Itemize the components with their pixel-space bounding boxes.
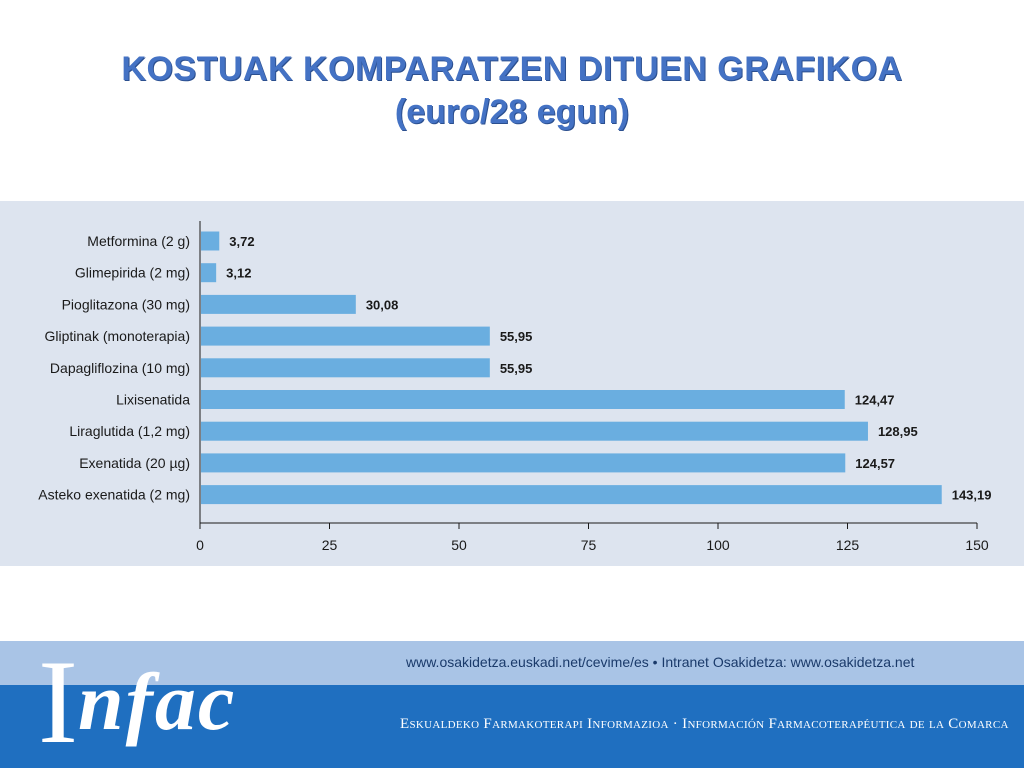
- bar-chart: Metformina (2 g) 3,72 Glimepirida (2 mg) 3,…: [38, 221, 992, 553]
- category-label: Asteko exenatida (2 mg): [38, 487, 190, 503]
- category-label: Lixisenatida: [116, 392, 190, 408]
- title-line-2: (euro/28 egun): [394, 93, 630, 131]
- bar: [201, 294, 356, 314]
- infac-logo: Infac: [38, 642, 338, 762]
- category-label: Metformina (2 g): [87, 233, 190, 249]
- value-label: 128,95: [878, 424, 918, 439]
- x-tick-label: 150: [965, 537, 989, 553]
- bar: [201, 421, 868, 441]
- value-label: 55,95: [500, 329, 533, 344]
- category-label: Gliptinak (monoterapia): [44, 328, 190, 344]
- footer-links[interactable]: www.osakidetza.euskadi.net/cevime/es • I…: [406, 654, 915, 670]
- x-tick-label: 125: [836, 537, 860, 553]
- value-label: 143,19: [952, 488, 992, 503]
- value-label: 30,08: [366, 297, 399, 312]
- x-tick-label: 0: [196, 537, 204, 553]
- value-label: 124,57: [855, 456, 895, 471]
- value-label: 124,47: [855, 393, 895, 408]
- x-tick-label: 25: [322, 537, 338, 553]
- x-tick-label: 50: [451, 537, 467, 553]
- logo-rest: nfac: [77, 656, 237, 747]
- category-label: Dapagliflozina (10 mg): [50, 360, 190, 376]
- page-title: KOSTUAK KOMPARATZEN DITUEN GRAFIKOA (eur…: [0, 48, 1024, 134]
- bar: [201, 326, 490, 346]
- value-label: 55,95: [500, 361, 533, 376]
- bar: [201, 231, 220, 251]
- value-label: 3,72: [229, 234, 254, 249]
- footer-top-band: [0, 641, 1024, 685]
- category-label: Pioglitazona (30 mg): [62, 296, 190, 312]
- x-tick-label: 100: [706, 537, 730, 553]
- chart-panel: Metformina (2 g) 3,72 Glimepirida (2 mg) 3,…: [0, 201, 1024, 566]
- category-label: Glimepirida (2 mg): [75, 265, 190, 281]
- footer-bottom-band: [0, 685, 1024, 768]
- footer-tagline: Eskualdeko Farmakoterapi Informazioa · I…: [400, 716, 1009, 732]
- bar: [201, 453, 846, 473]
- x-tick-label: 75: [581, 537, 597, 553]
- value-label: 3,12: [226, 266, 251, 281]
- title-line-1: KOSTUAK KOMPARATZEN DITUEN GRAFIKOA: [121, 50, 903, 88]
- bar: [201, 485, 942, 505]
- bar: [201, 358, 490, 378]
- logo-initial: I: [38, 635, 78, 768]
- bar: [201, 263, 217, 283]
- bar: [201, 390, 845, 409]
- category-label: Liraglutida (1,2 mg): [69, 423, 190, 439]
- category-label: Exenatida (20 µg): [79, 455, 190, 471]
